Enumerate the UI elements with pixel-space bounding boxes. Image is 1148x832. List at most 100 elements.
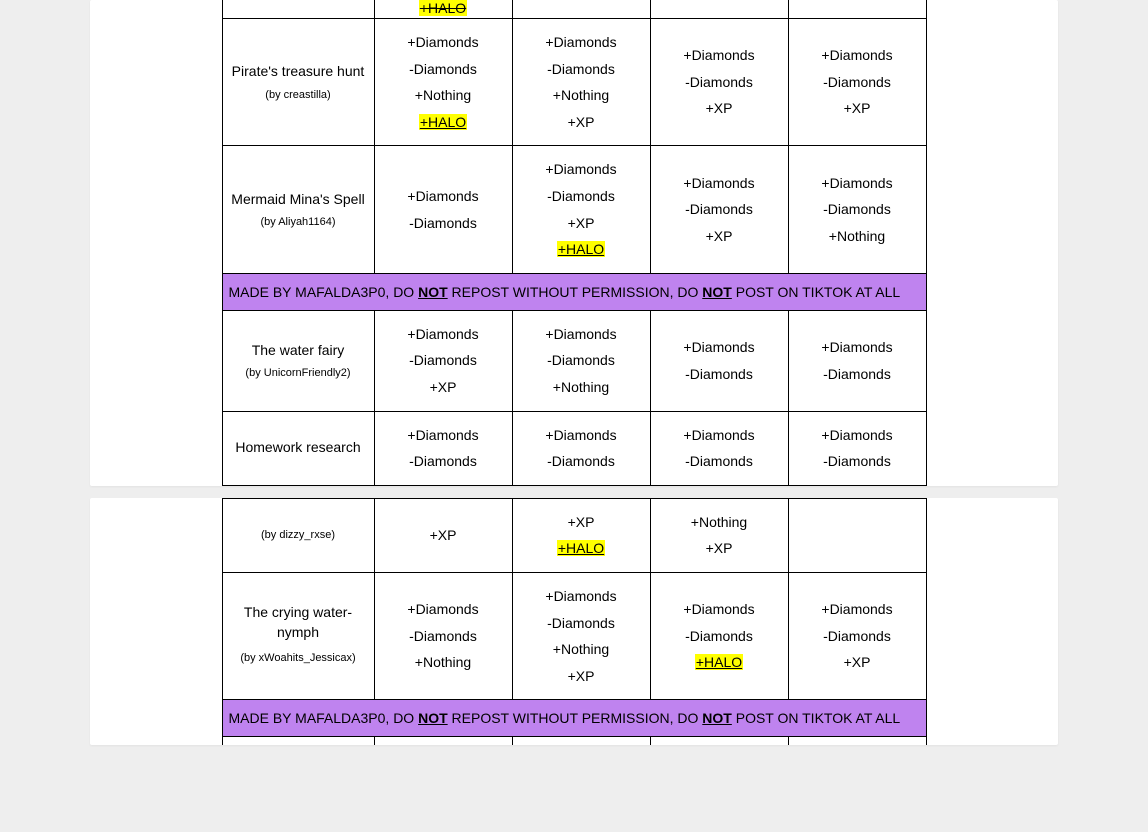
reward-line: +Diamonds — [519, 583, 644, 610]
reward-line: -Diamonds — [795, 69, 920, 96]
reward-line: -Diamonds — [381, 623, 506, 650]
option-cell: +Diamonds-Diamonds+XP — [788, 572, 926, 699]
row-title: The crying water-nymph — [229, 603, 368, 642]
reward-line: +XP — [381, 522, 506, 549]
table-row: +HALO — [222, 0, 926, 19]
option-cell: +Diamonds-Diamonds+XP — [788, 19, 926, 146]
row-author: (by Aliyah1164) — [229, 212, 368, 233]
reward-line: +XP — [519, 663, 644, 690]
reward-line: -Diamonds — [519, 448, 644, 475]
reward-line: +XP — [657, 535, 782, 562]
table-row: (by dizzy_rxse) +XP +XP+HALO +Nothing+XP — [222, 498, 926, 572]
reward-line: +Nothing — [519, 374, 644, 401]
row-title: The water fairy — [229, 337, 368, 364]
option-cell: +Diamonds-Diamonds — [650, 411, 788, 485]
option-cell: +Diamonds-Diamonds — [374, 146, 512, 273]
reward-line: -Diamonds — [519, 183, 644, 210]
halo-badge: +HALO — [419, 0, 467, 16]
reward-line: +Diamonds — [795, 334, 920, 361]
option-cell: +Diamonds-Diamonds+XP — [650, 19, 788, 146]
reward-line: +Diamonds — [381, 321, 506, 348]
row-author: (by dizzy_rxse) — [229, 525, 368, 546]
option-cell: +Diamonds-Diamonds+XP — [650, 146, 788, 273]
reward-line: +Nothing — [381, 649, 506, 676]
reward-line: +Diamonds — [381, 29, 506, 56]
table-row — [222, 737, 926, 745]
row-title: Homework research — [229, 438, 368, 458]
reward-line: +XP — [795, 649, 920, 676]
reward-line: +Diamonds — [795, 42, 920, 69]
option-cell — [788, 498, 926, 572]
reward-line: -Diamonds — [519, 610, 644, 637]
row-title-cell: Pirate's treasure hunt (by creastilla) — [222, 19, 374, 146]
reward-line: +Nothing — [657, 509, 782, 536]
reward-line: -Diamonds — [795, 361, 920, 388]
reward-line: +Diamonds — [519, 156, 644, 183]
credit-banner-row: MADE BY MAFALDA3P0, DO NOT REPOST WITHOU… — [222, 273, 926, 310]
reward-line: -Diamonds — [657, 69, 782, 96]
halo-badge: +HALO — [657, 649, 782, 676]
table-row: The crying water-nymph (by xWoahits_Jess… — [222, 572, 926, 699]
credit-banner: MADE BY MAFALDA3P0, DO NOT REPOST WITHOU… — [222, 273, 926, 310]
option-cell: +Diamonds-Diamonds+Nothing — [788, 146, 926, 273]
row-author: (by UnicornFriendly2) — [229, 363, 368, 384]
halo-badge: +HALO — [381, 109, 506, 136]
reward-line: +Diamonds — [519, 29, 644, 56]
option-cell: +Diamonds-Diamonds — [788, 411, 926, 485]
row-title-cell: The crying water-nymph (by xWoahits_Jess… — [222, 572, 374, 699]
reward-line: +Diamonds — [657, 334, 782, 361]
reward-line: -Diamonds — [795, 196, 920, 223]
option-cell: +Diamonds-Diamonds — [788, 310, 926, 411]
reward-line: +XP — [381, 374, 506, 401]
reward-line: +Diamonds — [519, 321, 644, 348]
row-title-cell: The water fairy (by UnicornFriendly2) — [222, 310, 374, 411]
halo-badge: +HALO — [519, 236, 644, 263]
reward-line: +Diamonds — [795, 170, 920, 197]
reward-line: +XP — [519, 210, 644, 237]
reward-line: +Diamonds — [381, 596, 506, 623]
option-cell: +Diamonds-Diamonds+Nothing — [512, 310, 650, 411]
table-row: Mermaid Mina's Spell (by Aliyah1164) +Di… — [222, 146, 926, 273]
reward-line: -Diamonds — [381, 210, 506, 237]
option-cell: +Diamonds-Diamonds — [374, 411, 512, 485]
option-cell: +Diamonds-Diamonds+HALO — [650, 572, 788, 699]
option-cell: +Diamonds-Diamonds — [650, 310, 788, 411]
reward-line: +Diamonds — [381, 183, 506, 210]
reward-line: -Diamonds — [519, 347, 644, 374]
reward-line: +XP — [519, 509, 644, 536]
guide-card-1: +HALO Pirate's treasure hunt (by creasti… — [90, 0, 1058, 486]
guide-table-2: (by dizzy_rxse) +XP +XP+HALO +Nothing+XP… — [222, 498, 927, 745]
reward-line: +XP — [519, 109, 644, 136]
table-row: Homework research +Diamonds-Diamonds +Di… — [222, 411, 926, 485]
option-cell: +Diamonds-Diamonds+XP — [374, 310, 512, 411]
table-row: The water fairy (by UnicornFriendly2) +D… — [222, 310, 926, 411]
reward-line: -Diamonds — [795, 448, 920, 475]
reward-line: -Diamonds — [795, 623, 920, 650]
option-cell: +XP+HALO — [512, 498, 650, 572]
reward-line: +XP — [795, 95, 920, 122]
row-title: Mermaid Mina's Spell — [229, 186, 368, 213]
row-title-cell: Homework research — [222, 411, 374, 485]
reward-line: -Diamonds — [381, 56, 506, 83]
option-cell: +Diamonds-Diamonds+Nothing+XP — [512, 572, 650, 699]
reward-line: -Diamonds — [381, 347, 506, 374]
option-cell: +XP — [374, 498, 512, 572]
table-row: Pirate's treasure hunt (by creastilla) +… — [222, 19, 926, 146]
option-cell: +Diamonds-Diamonds+Nothing — [374, 572, 512, 699]
reward-line: -Diamonds — [657, 361, 782, 388]
reward-line: +Nothing — [381, 82, 506, 109]
row-title-cell: (by dizzy_rxse) — [222, 498, 374, 572]
row-title: Pirate's treasure hunt — [229, 58, 368, 85]
reward-line: +Diamonds — [381, 422, 506, 449]
option-cell: +Diamonds-Diamonds+Nothing+XP — [512, 19, 650, 146]
credit-banner-row: MADE BY MAFALDA3P0, DO NOT REPOST WITHOU… — [222, 700, 926, 737]
reward-line: -Diamonds — [657, 448, 782, 475]
option-cell: +Diamonds-Diamonds+Nothing+HALO — [374, 19, 512, 146]
row-author: (by xWoahits_Jessicax) — [229, 648, 368, 669]
reward-line: +XP — [657, 95, 782, 122]
reward-line: +XP — [657, 223, 782, 250]
halo-badge: +HALO — [519, 535, 644, 562]
reward-line: +Diamonds — [519, 422, 644, 449]
reward-line: +Diamonds — [657, 596, 782, 623]
reward-line: +Nothing — [795, 223, 920, 250]
